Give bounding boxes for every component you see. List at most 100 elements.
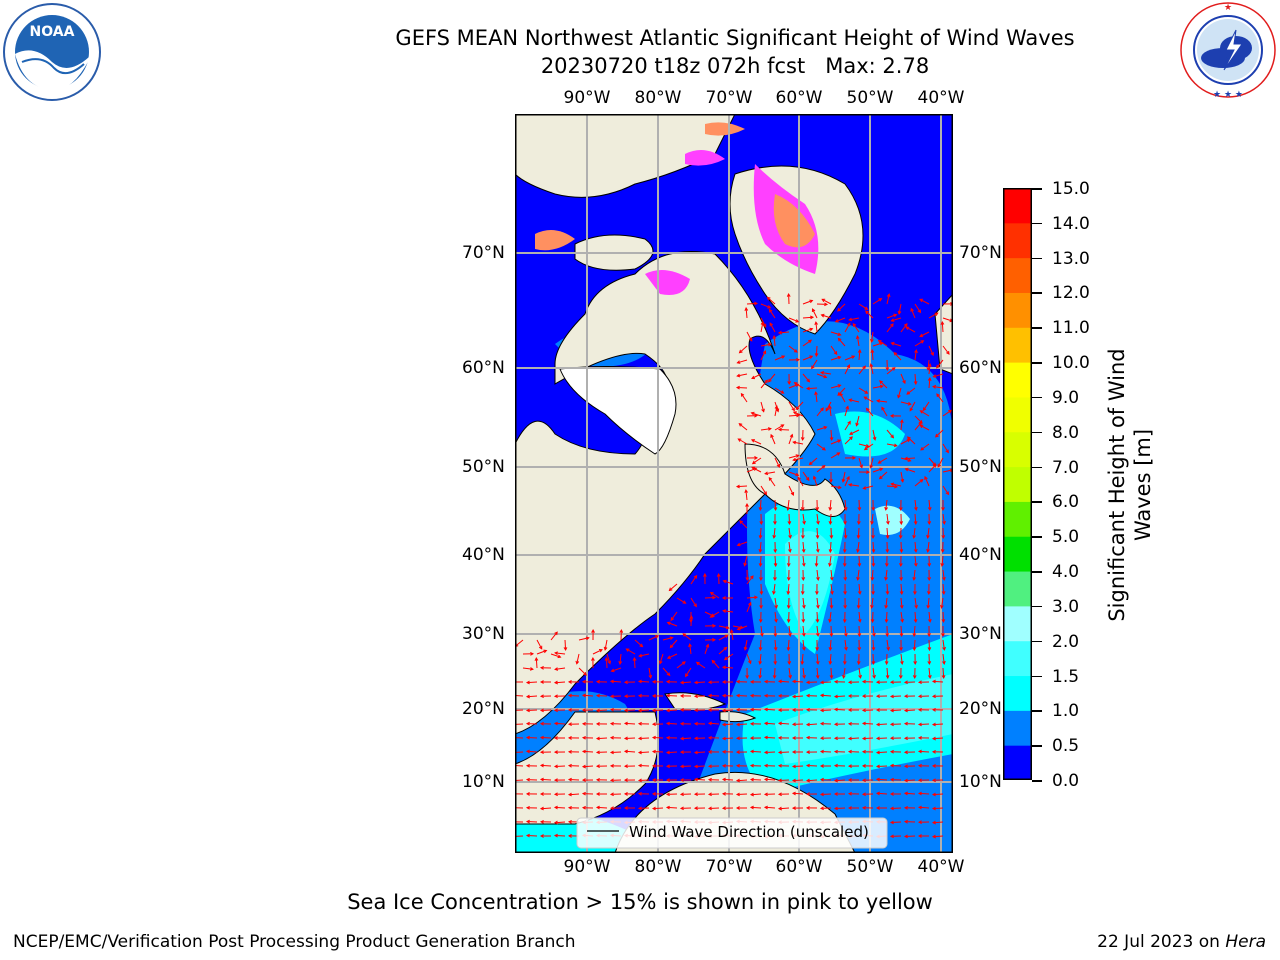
wave-direction-arrow: [802, 339, 812, 347]
wave-direction-arrowhead: [651, 735, 656, 740]
wave-direction-arrowhead: [805, 750, 810, 754]
wave-direction-arrow: [844, 436, 853, 445]
wave-direction-arrow: [821, 372, 832, 375]
wave-direction-arrowhead: [920, 340, 925, 344]
wave-direction-arrowhead: [595, 708, 600, 713]
wave-direction-arrowhead: [879, 384, 884, 389]
wave-direction-arrow: [736, 695, 748, 697]
wave-direction-arrow: [619, 653, 622, 665]
wave-direction-arrow: [774, 639, 777, 651]
wave-direction-arrowhead: [926, 604, 931, 609]
wave-direction-arrowhead: [735, 722, 740, 727]
wave-direction-arrowhead: [945, 491, 950, 496]
wave-direction-arrowhead: [875, 694, 880, 699]
wave-direction-arrow: [774, 457, 780, 468]
wave-direction-arrowhead: [786, 619, 791, 624]
wave-direction-arrow: [648, 667, 652, 678]
wave-direction-arrow: [932, 723, 944, 726]
wave-direction-arrowhead: [721, 596, 726, 600]
wave-direction-arrow: [540, 737, 552, 739]
wave-direction-arrowhead: [795, 413, 801, 418]
wave-direction-arrowhead: [709, 591, 714, 596]
wave-direction-arrowhead: [849, 431, 853, 435]
wave-direction-arrow: [736, 793, 748, 795]
wave-direction-arrowhead: [763, 491, 767, 496]
wave-direction-arrowhead: [567, 805, 572, 810]
wave-direction-arrow: [849, 399, 860, 403]
wave-direction-arrow: [788, 345, 798, 353]
wave-direction-arrowhead: [666, 621, 671, 626]
wave-direction-arrowhead: [899, 591, 904, 596]
wave-direction-arrowhead: [693, 721, 698, 726]
wave-direction-arrowhead: [721, 680, 726, 684]
wave-direction-arrow: [690, 597, 697, 607]
wave-direction-arrowhead: [837, 337, 842, 342]
wave-direction-arrowhead: [931, 736, 937, 741]
wave-direction-arrow: [751, 439, 762, 445]
wave-direction-arrowhead: [567, 834, 572, 838]
wave-direction-arrowhead: [815, 633, 820, 637]
wave-direction-arrowhead: [788, 548, 792, 553]
wave-direction-arrowhead: [754, 413, 759, 418]
wave-direction-arrowhead: [539, 834, 544, 838]
wave-direction-arrowhead: [721, 722, 727, 727]
wave-direction-arrowhead: [688, 643, 692, 648]
wave-direction-arrow: [872, 611, 874, 623]
wave-direction-arrowhead: [791, 764, 796, 769]
wave-direction-arrowhead: [748, 601, 752, 606]
wave-direction-arrowhead: [878, 475, 883, 480]
wave-direction-arrowhead: [786, 506, 790, 511]
map-border: [515, 114, 953, 853]
wave-direction-arrow: [554, 835, 566, 837]
lat-label-left: 50°N: [462, 457, 505, 477]
wave-direction-arrowhead: [828, 507, 833, 512]
wave-direction-arrowhead: [792, 440, 797, 445]
wave-direction-arrow: [760, 401, 765, 412]
wave-direction-arrowhead: [875, 764, 880, 769]
wave-direction-arrowhead: [820, 313, 825, 318]
wave-direction-arrowhead: [679, 778, 684, 782]
wave-direction-arrowhead: [786, 577, 791, 582]
wave-direction-arrowhead: [735, 707, 740, 712]
wave-direction-arrow: [724, 653, 734, 661]
wave-direction-arrowhead: [828, 647, 833, 652]
colorbar-tick-label: 2.0: [1052, 631, 1080, 652]
wave-direction-arrowhead: [884, 619, 889, 624]
wave-direction-arrow: [746, 331, 753, 342]
wave-direction-arrowhead: [766, 296, 771, 301]
wave-direction-arrowhead: [791, 791, 796, 796]
wave-direction-arrowhead: [749, 693, 754, 698]
wave-direction-arrow: [844, 421, 851, 431]
wave-direction-arrow: [830, 345, 838, 355]
wave-direction-arrow: [941, 597, 944, 608]
wave-direction-arrowhead: [759, 577, 763, 582]
wave-direction-arrow: [540, 709, 552, 711]
wave-direction-arrow: [843, 667, 846, 678]
wave-direction-arrowhead: [749, 721, 754, 726]
wave-direction-arrowhead: [791, 778, 796, 783]
wave-direction-arrowhead: [927, 647, 932, 652]
colorbar-bin: [1003, 431, 1032, 468]
wave-direction-arrowhead: [814, 321, 819, 325]
wave-direction-arrowhead: [655, 635, 660, 639]
wave-direction-arrowhead: [885, 549, 890, 554]
wave-direction-arrow: [806, 765, 818, 767]
wave-direction-arrowhead: [772, 334, 777, 339]
wave-direction-arrowhead: [796, 357, 801, 362]
wave-direction-arrowhead: [637, 736, 642, 741]
wave-direction-arrow: [515, 737, 524, 739]
colorbar-tick-mark: [1032, 745, 1042, 747]
wave-direction-arrowhead: [525, 763, 530, 768]
wave-direction-arrow: [927, 597, 930, 608]
wave-direction-arrowhead: [913, 548, 918, 553]
wave-direction-arrow: [816, 597, 819, 608]
wave-direction-arrowhead: [669, 636, 674, 640]
wave-direction-arrow: [801, 653, 804, 665]
wave-direction-arrow: [834, 807, 846, 809]
wave-direction-arrowhead: [651, 792, 656, 796]
wave-direction-arrowhead: [801, 549, 806, 554]
wave-direction-arrow: [554, 765, 566, 767]
wave-direction-arrow: [914, 597, 917, 608]
svg-text:★ ★ ★: ★ ★ ★: [1213, 90, 1243, 100]
wave-direction-arrowhead: [871, 632, 876, 637]
